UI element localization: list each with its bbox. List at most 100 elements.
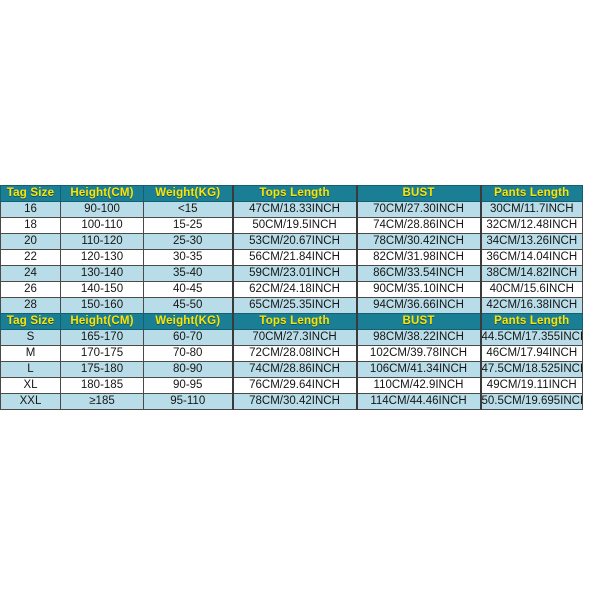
cell-tag-size: 28	[0, 297, 61, 314]
table-cell: 140-150	[60, 281, 144, 298]
table-row: XXL ≥185 95-110 78CM/30.42INCH 114CM/44.46IN…	[0, 393, 583, 410]
table-cell: 100-110	[60, 217, 144, 234]
table-cell: 45-50	[143, 297, 233, 314]
table-cell: 165-170	[60, 329, 144, 346]
table-cell: 130-140	[60, 265, 144, 282]
table-cell: 59CM/23.01INCH	[231, 265, 357, 282]
table-cell: 36CM/14.04INCH	[479, 249, 583, 266]
table-cell: 32CM/12.48INCH	[479, 217, 583, 234]
table-cell: 47.5CM/18.525INCH	[479, 361, 583, 378]
table-cell: 80-90	[143, 361, 233, 378]
column-header: Height(CM)	[60, 185, 144, 202]
table-row: 20 110-120 25-30 53CM/20.67INCH 78CM/30.42IN…	[0, 233, 583, 250]
table-cell: 150-160	[60, 297, 144, 314]
table-cell: 47CM/18.33INCH	[231, 201, 357, 218]
table-cell: 49CM/19.11INCH	[479, 377, 583, 394]
size-table-kids: Tag Size Height(CM) Weight(KG) Tops Length B…	[0, 185, 583, 314]
table-cell: 90-95	[143, 377, 233, 394]
table-body-adult: S 165-170 60-70 70CM/27.3INCH 98CM/38.22INCH…	[0, 329, 583, 410]
size-table-adult: Tag Size Height(CM) Weight(KG) Tops Length B…	[0, 313, 583, 410]
table-row: 16 90-100 <15 47CM/18.33INCH 70CM/27.30INCH 3…	[0, 201, 583, 218]
table-row: M 170-175 70-80 72CM/28.08INCH 102CM/39.78IN…	[0, 345, 583, 362]
column-header: Tag Size	[0, 185, 61, 202]
table-cell: 110-120	[60, 233, 144, 250]
table-cell: 106CM/41.34INCH	[355, 361, 481, 378]
table-cell: 56CM/21.84INCH	[231, 249, 357, 266]
table-cell: 40CM/15.6INCH	[479, 281, 583, 298]
table-cell: 180-185	[60, 377, 144, 394]
table-cell: 102CM/39.78INCH	[355, 345, 481, 362]
table-cell: 70-80	[143, 345, 233, 362]
column-header: Pants Length	[479, 185, 583, 202]
table-cell: 35-40	[143, 265, 233, 282]
table-cell: 90-100	[60, 201, 144, 218]
cell-tag-size: 26	[0, 281, 61, 298]
table-cell: 25-30	[143, 233, 233, 250]
cell-tag-size: S	[0, 329, 61, 346]
table-cell: 76CM/29.64INCH	[231, 377, 357, 394]
table-cell: 65CM/25.35INCH	[231, 297, 357, 314]
table-cell: 114CM/44.46INCH	[355, 393, 481, 410]
table-cell: 62CM/24.18INCH	[231, 281, 357, 298]
table-cell: ≥185	[60, 393, 144, 410]
column-header: Height(CM)	[60, 313, 144, 330]
table-cell: 170-175	[60, 345, 144, 362]
table-cell: 40-45	[143, 281, 233, 298]
table-body-kids: 16 90-100 <15 47CM/18.33INCH 70CM/27.30INCH 3…	[0, 201, 583, 314]
column-header: BUST	[355, 185, 481, 202]
column-header: Tops Length	[231, 313, 357, 330]
column-header: Weight(KG)	[143, 313, 233, 330]
cell-tag-size: 16	[0, 201, 61, 218]
size-chart-kids: Tag Size Height(CM) Weight(KG) Tops Length B…	[0, 185, 583, 314]
table-cell: 120-130	[60, 249, 144, 266]
table-cell: 90CM/35.10INCH	[355, 281, 481, 298]
table-cell: 95-110	[143, 393, 233, 410]
table-cell: 82CM/31.98INCH	[355, 249, 481, 266]
cell-tag-size: L	[0, 361, 61, 378]
table-cell: 50CM/19.5INCH	[231, 217, 357, 234]
cell-tag-size: 18	[0, 217, 61, 234]
table-row: L 175-180 80-90 74CM/28.86INCH 106CM/41.34IN…	[0, 361, 583, 378]
header-row: Tag Size Height(CM) Weight(KG) Tops Length B…	[0, 313, 583, 330]
table-cell: 175-180	[60, 361, 144, 378]
table-row: 28 150-160 45-50 65CM/25.35INCH 94CM/36.66IN…	[0, 297, 583, 314]
table-header-adult: Tag Size Height(CM) Weight(KG) Tops Length B…	[0, 313, 583, 330]
table-cell: 70CM/27.30INCH	[355, 201, 481, 218]
table-cell: <15	[143, 201, 233, 218]
table-cell: 110CM/42.9INCH	[355, 377, 481, 394]
table-cell: 15-25	[143, 217, 233, 234]
table-row: 22 120-130 30-35 56CM/21.84INCH 82CM/31.98IN…	[0, 249, 583, 266]
table-cell: 46CM/17.94INCH	[479, 345, 583, 362]
table-cell: 30-35	[143, 249, 233, 266]
table-cell: 42CM/16.38INCH	[479, 297, 583, 314]
table-row: XL 180-185 90-95 76CM/29.64INCH 110CM/42.9IN…	[0, 377, 583, 394]
table-cell: 34CM/13.26INCH	[479, 233, 583, 250]
cell-tag-size: 24	[0, 265, 61, 282]
cell-tag-size: 20	[0, 233, 61, 250]
table-cell: 38CM/14.82INCH	[479, 265, 583, 282]
table-cell: 30CM/11.7INCH	[479, 201, 583, 218]
table-cell: 86CM/33.54INCH	[355, 265, 481, 282]
cell-tag-size: XXL	[0, 393, 61, 410]
table-cell: 70CM/27.3INCH	[231, 329, 357, 346]
table-cell: 94CM/36.66INCH	[355, 297, 481, 314]
table-row: 18 100-110 15-25 50CM/19.5INCH 74CM/28.86INC…	[0, 217, 583, 234]
cell-tag-size: M	[0, 345, 61, 362]
column-header: Weight(KG)	[143, 185, 233, 202]
table-cell: 98CM/38.22INCH	[355, 329, 481, 346]
table-cell: 72CM/28.08INCH	[231, 345, 357, 362]
column-header: BUST	[355, 313, 481, 330]
header-row: Tag Size Height(CM) Weight(KG) Tops Length B…	[0, 185, 583, 202]
table-cell: 78CM/30.42INCH	[355, 233, 481, 250]
column-header: Tops Length	[231, 185, 357, 202]
column-header: Pants Length	[479, 313, 583, 330]
size-chart-adult: Tag Size Height(CM) Weight(KG) Tops Length B…	[0, 313, 583, 410]
table-cell: 44.5CM/17.355INCH	[479, 329, 583, 346]
table-cell: 60-70	[143, 329, 233, 346]
cell-tag-size: XL	[0, 377, 61, 394]
table-row: S 165-170 60-70 70CM/27.3INCH 98CM/38.22INCH…	[0, 329, 583, 346]
cell-tag-size: 22	[0, 249, 61, 266]
table-cell: 78CM/30.42INCH	[231, 393, 357, 410]
table-row: 26 140-150 40-45 62CM/24.18INCH 90CM/35.10IN…	[0, 281, 583, 298]
table-cell: 50.5CM/19.695INCH	[479, 393, 583, 410]
